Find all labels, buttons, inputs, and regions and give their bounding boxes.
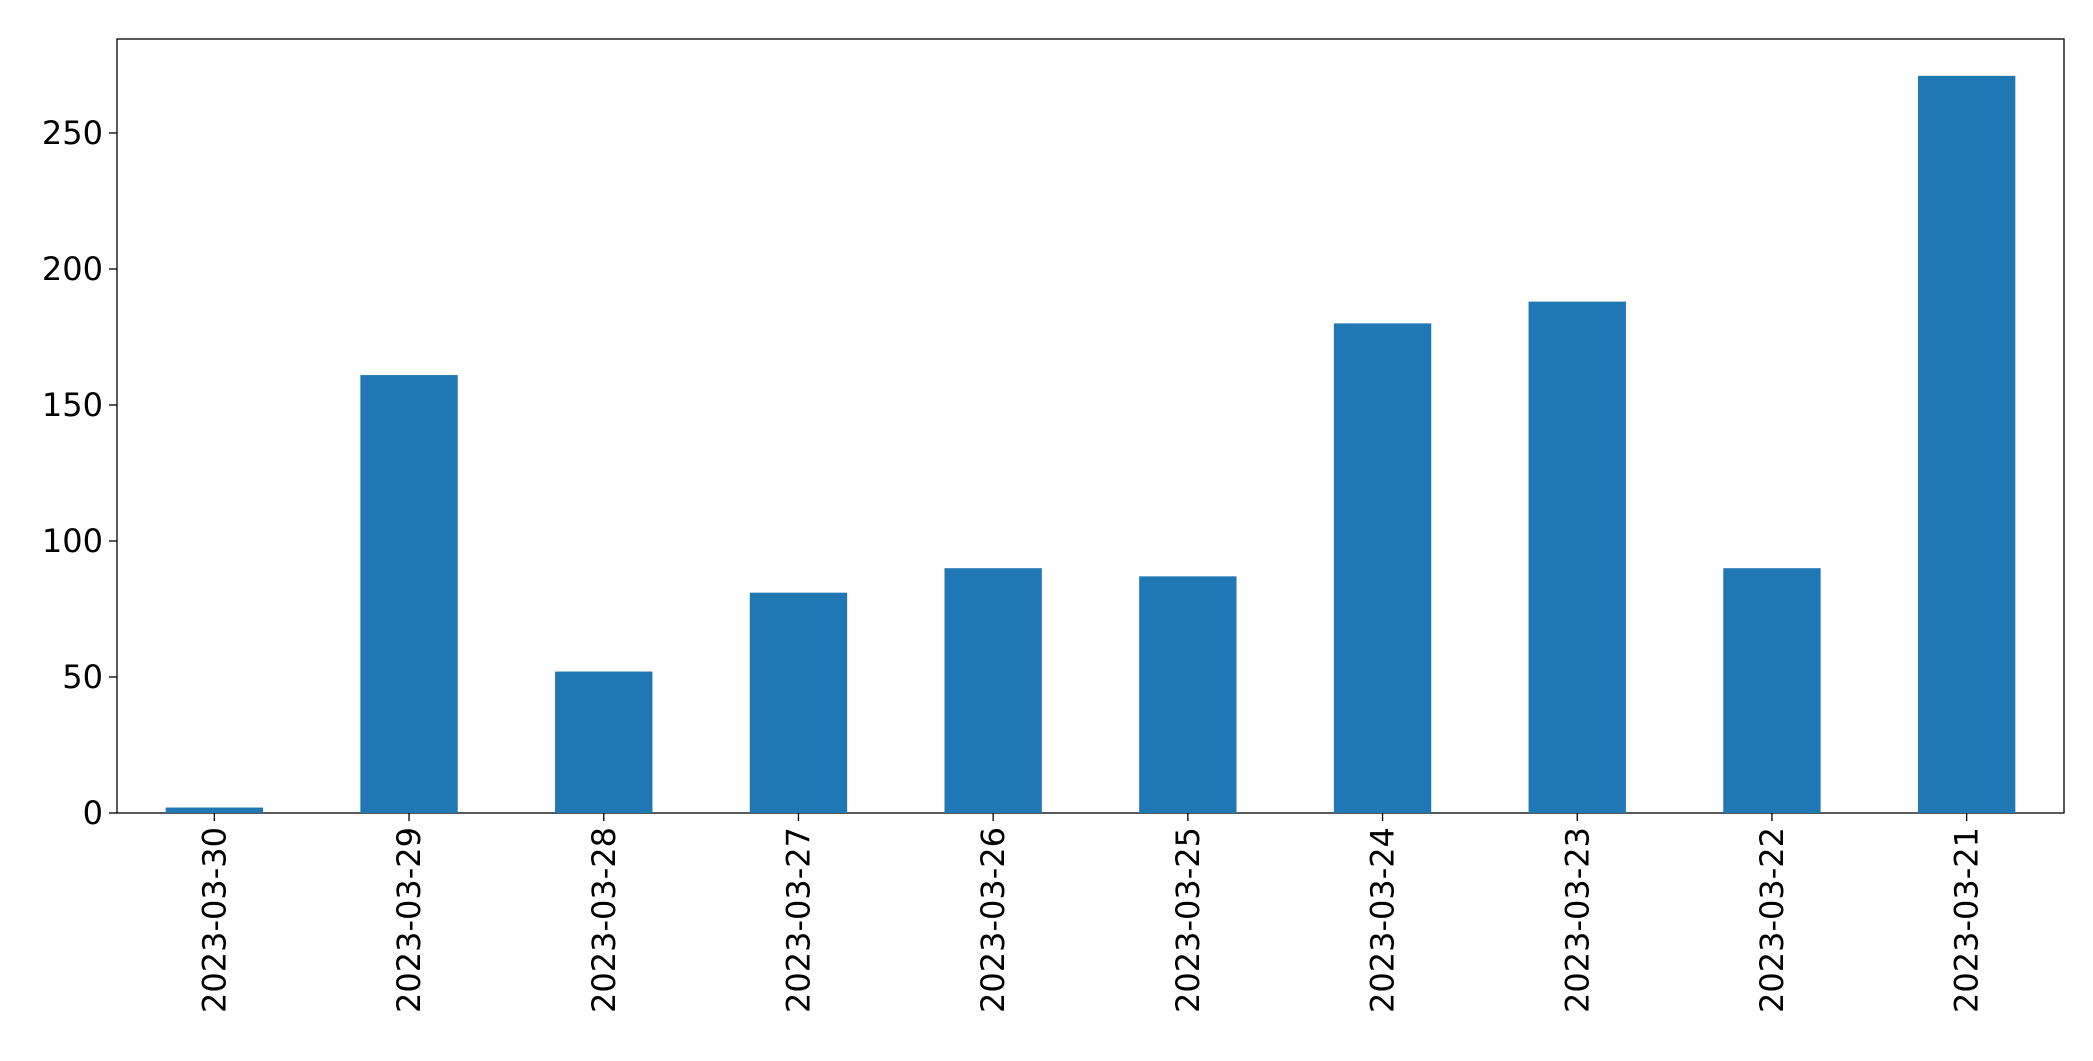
x-tick-label: 2023-03-21	[1948, 827, 1986, 1013]
y-tick-label: 50	[62, 658, 103, 696]
y-tick-label: 150	[42, 386, 103, 424]
bar	[165, 807, 264, 813]
y-tick-label: 250	[42, 114, 103, 152]
y-tick-label: 200	[42, 250, 103, 288]
bar	[1528, 301, 1626, 813]
plot-frame	[116, 38, 2065, 814]
x-tick-label: 2023-03-27	[779, 827, 817, 1013]
y-tick-label: 100	[42, 522, 103, 560]
bar	[749, 592, 848, 813]
x-tick-label: 2023-03-29	[390, 827, 428, 1013]
x-tick-label: 2023-03-24	[1364, 827, 1402, 1013]
bar	[1139, 576, 1237, 813]
bar	[944, 568, 1042, 813]
bar	[1917, 75, 2016, 814]
x-tick-label: 2023-03-30	[195, 827, 233, 1013]
y-tick-label: 0	[83, 794, 103, 832]
bar	[1723, 568, 1821, 813]
x-tick-label: 2023-03-22	[1753, 827, 1791, 1013]
x-tick-label: 2023-03-25	[1169, 827, 1207, 1013]
x-tick-label: 2023-03-23	[1558, 827, 1596, 1013]
x-tick-label: 2023-03-28	[585, 827, 623, 1013]
x-tick-label: 2023-03-26	[974, 827, 1012, 1013]
bar	[360, 375, 458, 813]
bar	[1333, 323, 1432, 813]
bar	[555, 671, 653, 813]
